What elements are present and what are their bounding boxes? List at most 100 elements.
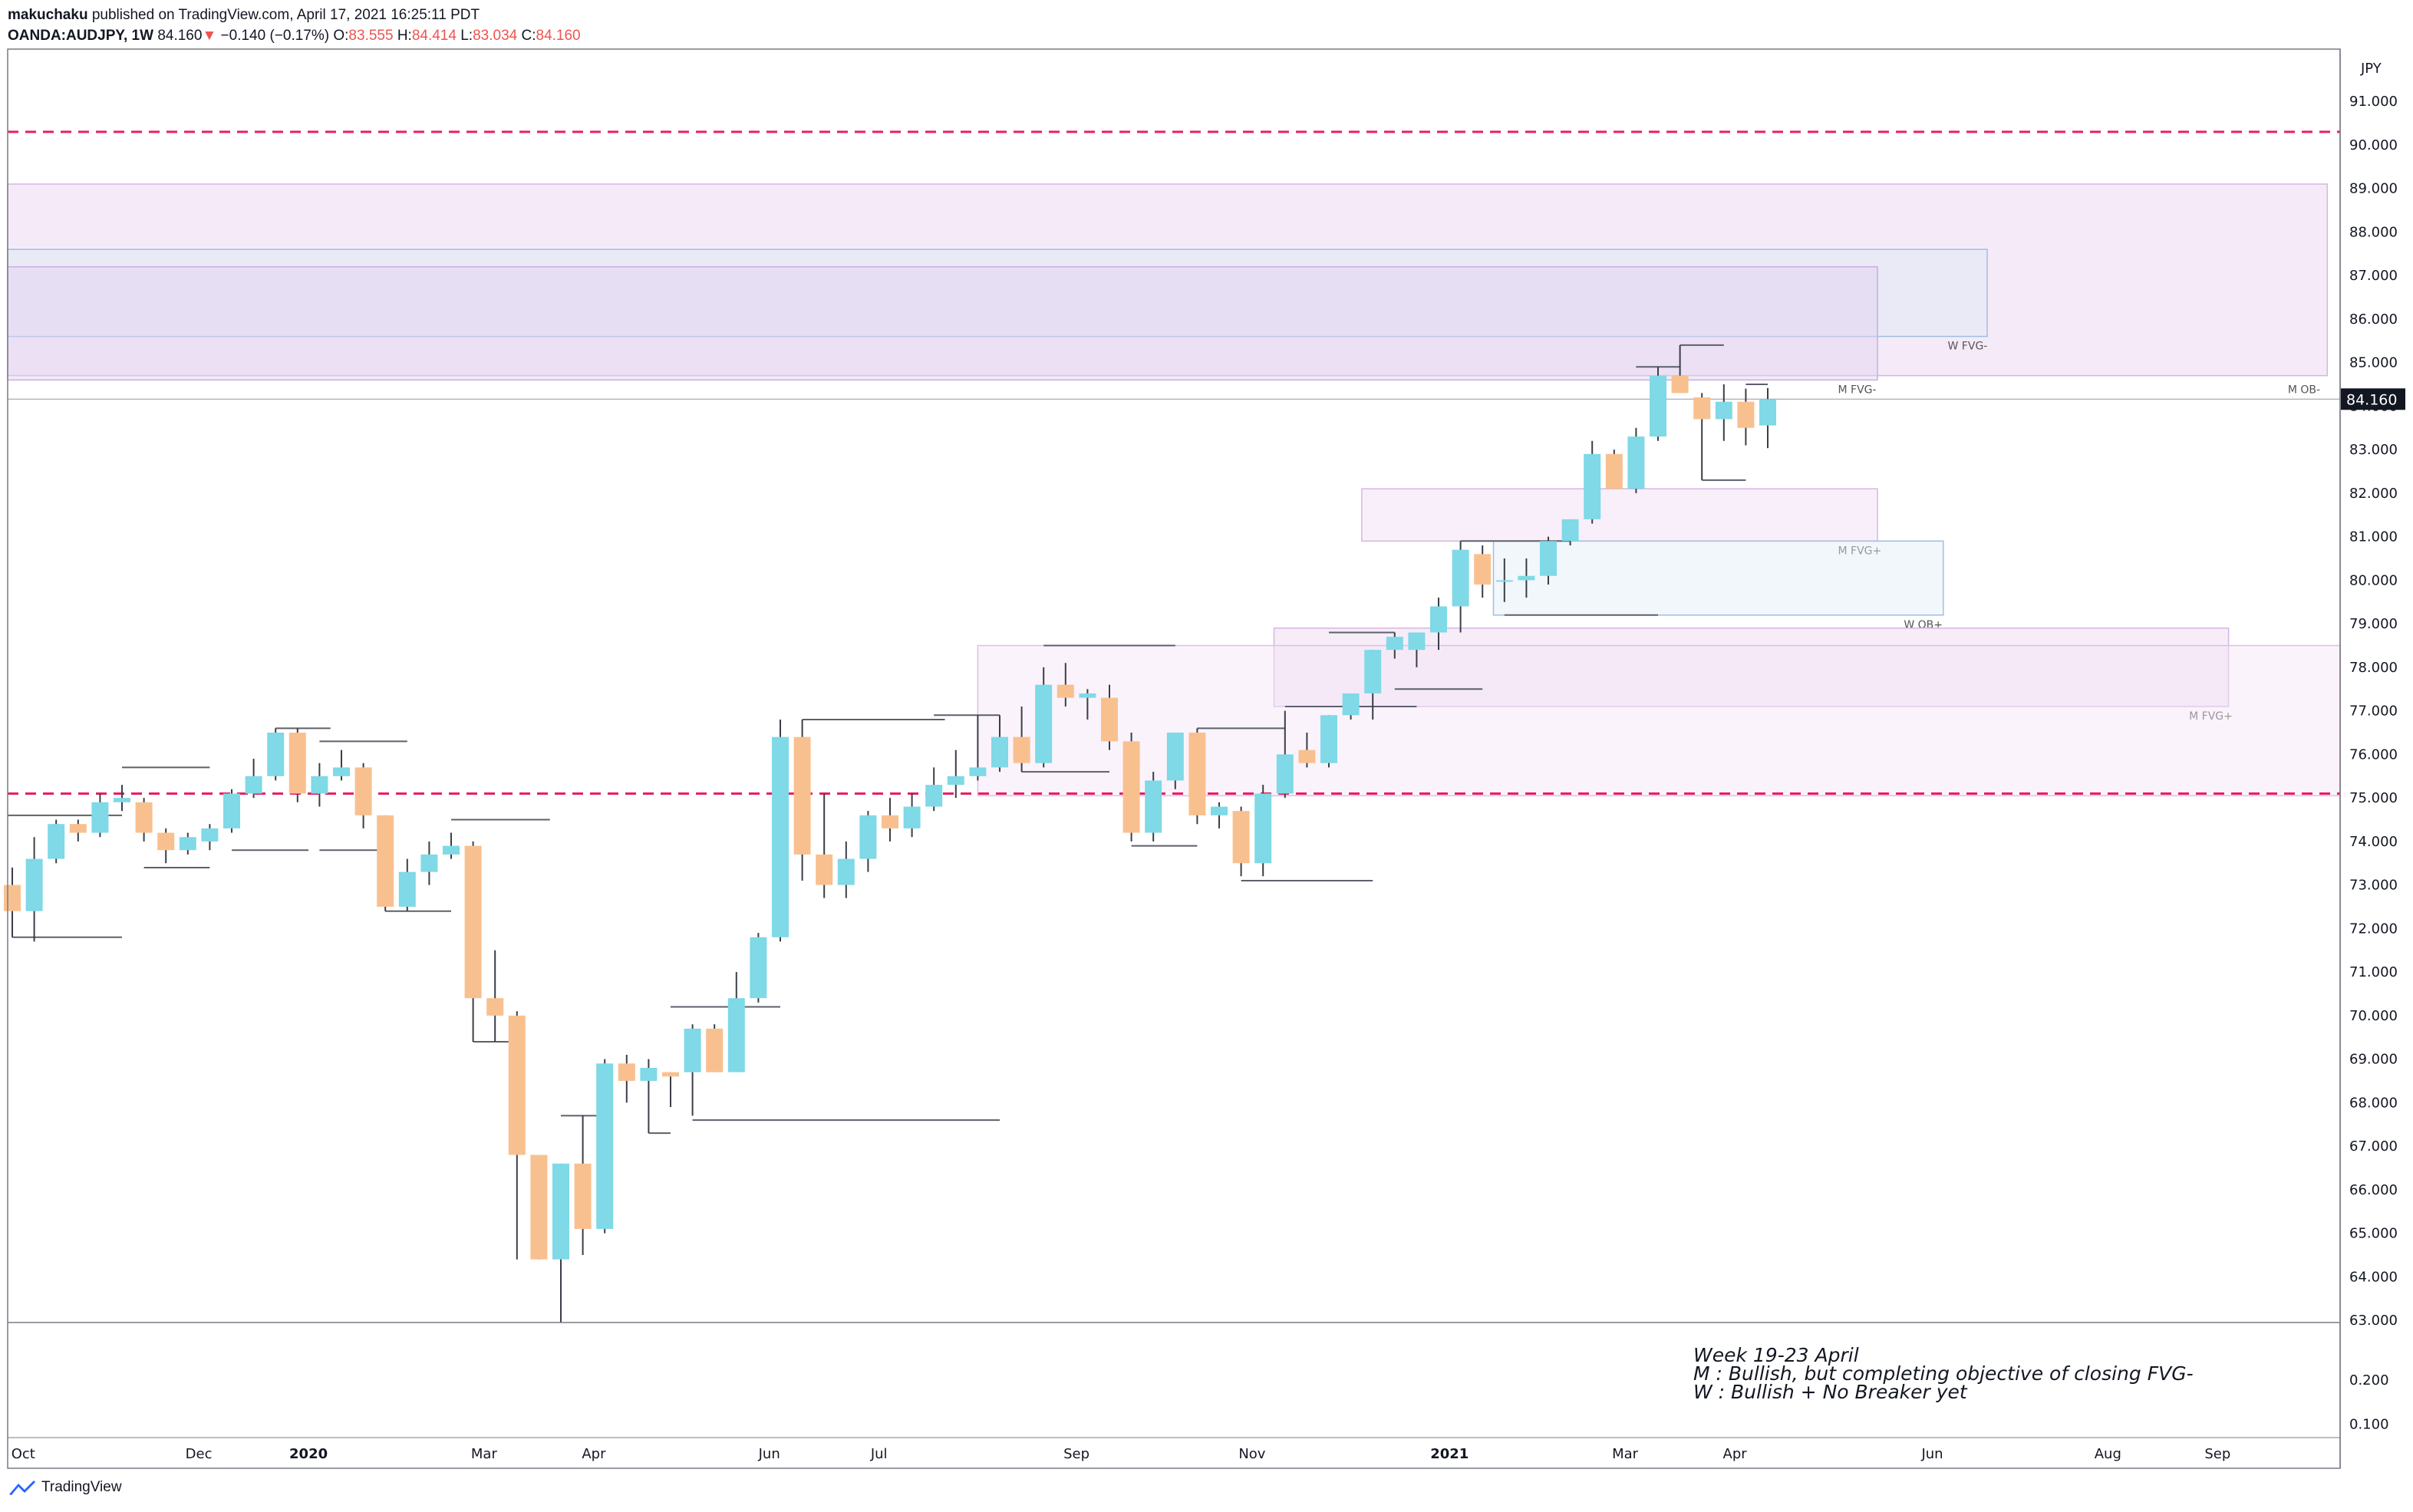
y-tick-label-15: 78.000: [2349, 660, 2398, 676]
y-tick-label-6: 69.000: [2349, 1052, 2398, 1068]
candle-body-25: [552, 1163, 569, 1260]
candle-body-35: [772, 736, 789, 937]
y-tick-label-12: 75.000: [2349, 790, 2398, 806]
candle-body-47: [1035, 684, 1053, 763]
candle-body-70: [1540, 541, 1557, 576]
candle-body-53: [1166, 733, 1184, 781]
y-tick-label-7: 70.000: [2349, 1008, 2398, 1024]
y-tick-label-23: 86.000: [2349, 311, 2398, 328]
tradingview-logo[interactable]: TradingView: [8, 1479, 122, 1496]
x-tick-label-8: Nov: [1238, 1446, 1265, 1462]
candle-35: [772, 719, 789, 942]
candle-body-66: [1452, 549, 1469, 607]
y-tick-label-22: 85.000: [2349, 355, 2398, 371]
candle-64: [1408, 632, 1426, 667]
candle-body-64: [1408, 632, 1426, 651]
candle-5: [114, 785, 130, 812]
candle-body-27: [596, 1063, 614, 1229]
candle-39: [859, 811, 877, 872]
close-label: C:: [521, 28, 536, 44]
currency-label: JPY: [2360, 61, 2382, 77]
candle-body-78: [1715, 401, 1732, 420]
publish-line: makuchaku published on TradingView.com, …: [8, 5, 581, 25]
candle-17: [377, 815, 394, 911]
y-tick-label-2: 65.000: [2349, 1226, 2398, 1242]
zone-label-1: W FVG-: [1948, 341, 1988, 353]
candle-77: [1693, 393, 1711, 480]
zone-label-2: M FVG-: [1838, 384, 1877, 396]
symbol-label[interactable]: OANDA:AUDJPY, 1W: [8, 28, 154, 44]
x-tick-label-13: Aug: [2095, 1446, 2121, 1462]
candle-78: [1715, 384, 1732, 441]
high-value: 84.414: [411, 28, 457, 44]
candle-44: [969, 715, 987, 781]
candle-body-76: [1671, 375, 1689, 394]
y-tick-label-24: 87.000: [2349, 268, 2398, 284]
candle-body-9: [201, 828, 219, 842]
indicator-pane: Week 19-23 April M : Bullish, but comple…: [1693, 1344, 2194, 1403]
candle-7: [157, 828, 175, 864]
candle-body-16: [354, 767, 372, 815]
candle-body-31: [684, 1028, 701, 1072]
candle-body-52: [1145, 780, 1162, 833]
candle-body-34: [750, 937, 767, 999]
candle-40: [882, 798, 898, 842]
candle-52: [1145, 772, 1162, 842]
candle-27: [596, 1059, 614, 1234]
candle-body-59: [1298, 749, 1316, 763]
time-axis[interactable]: Oct Dec 2020 Mar Apr Jun Jul Sep Nov 2021 Mar Apr Ju…: [12, 1446, 2231, 1462]
levels-layer: [8, 130, 2340, 795]
ohlc-line: OANDA:AUDJPY, 1W 84.160▼ −0.140 (−0.17%)…: [8, 25, 581, 46]
y-tick-label-16: 79.000: [2349, 616, 2398, 632]
candle-body-23: [508, 1015, 526, 1155]
candle-body-65: [1430, 606, 1447, 633]
candle-body-4: [91, 802, 109, 833]
candle-71: [1561, 519, 1579, 545]
candle-body-80: [1759, 399, 1776, 426]
low-label: L:: [460, 28, 473, 44]
candle-2: [48, 819, 65, 864]
annotation-line-1: Week 19-23 April: [1693, 1344, 1859, 1366]
x-tick-label-5: Jun: [758, 1446, 780, 1462]
candle-21: [464, 841, 482, 1042]
candle-body-32: [706, 1028, 724, 1072]
y-tick-label-18: 81.000: [2349, 529, 2398, 545]
candle-56: [1232, 806, 1250, 877]
price-axis[interactable]: 63.000 64.000 65.000 66.000 67.000 68.000 69.0…: [2341, 61, 2405, 1433]
high-label: H:: [397, 28, 412, 44]
candle-body-18: [398, 871, 416, 908]
candle-body-30: [662, 1072, 679, 1077]
author-name[interactable]: makuchaku: [8, 7, 88, 23]
candle-32: [706, 1024, 724, 1072]
candle-10: [223, 789, 240, 833]
candle-body-26: [574, 1163, 592, 1229]
candle-29: [640, 1059, 658, 1134]
x-tick-label-14: Sep: [2204, 1446, 2230, 1462]
x-tick-label-9: 2021: [1430, 1446, 1469, 1462]
candle-18: [398, 858, 416, 911]
candle-body-41: [903, 806, 921, 828]
last-price-badge: [2341, 388, 2405, 410]
x-tick-label-1: Dec: [186, 1446, 213, 1462]
candle-body-58: [1276, 754, 1294, 794]
candle-55: [1211, 802, 1228, 828]
candle-body-74: [1627, 436, 1645, 489]
candle-79: [1737, 388, 1755, 446]
candle-76: [1671, 344, 1689, 394]
y-tick-label-20: 83.000: [2349, 442, 2398, 458]
y-tick-label-10: 73.000: [2349, 878, 2398, 894]
candle-body-8: [179, 837, 196, 851]
candle-24: [530, 1155, 548, 1260]
candle-body-40: [882, 815, 898, 828]
candle-body-6: [135, 802, 153, 833]
candle-body-54: [1188, 733, 1206, 815]
candle-1: [25, 837, 43, 942]
price-change: −0.140 (−0.17%): [220, 28, 330, 44]
candle-58: [1276, 710, 1294, 799]
published-text: published on TradingView.com, April 17, …: [91, 7, 480, 23]
candle-body-39: [859, 815, 877, 859]
y-tick-label-4: 67.000: [2349, 1138, 2398, 1155]
candle-12: [267, 728, 285, 781]
candle-body-7: [157, 832, 175, 851]
